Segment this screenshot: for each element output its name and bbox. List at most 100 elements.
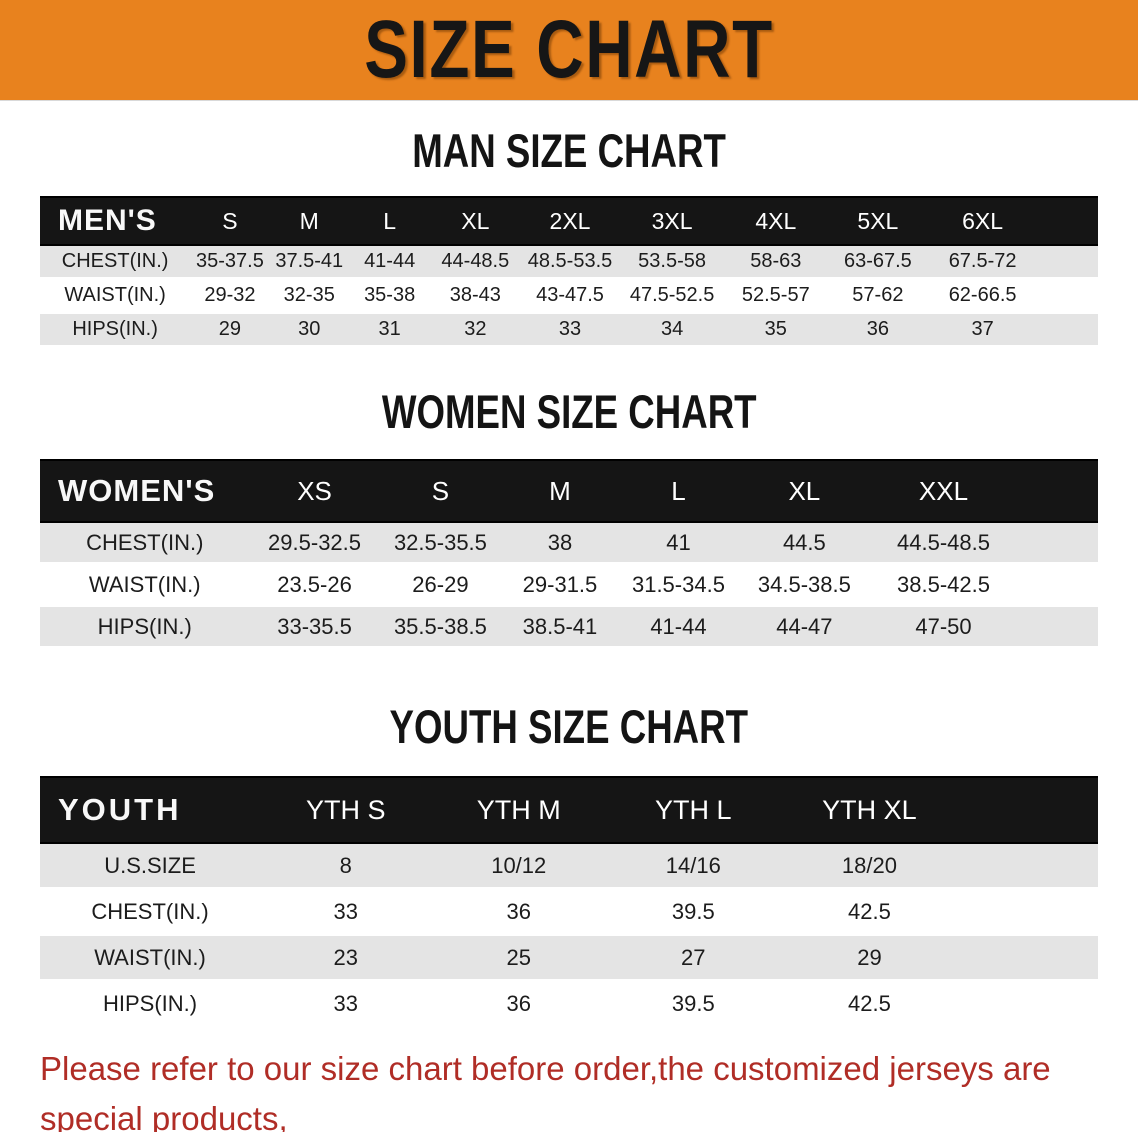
men-header-spacer	[1036, 196, 1098, 246]
youth-row-spacer	[958, 980, 1098, 1028]
youth-row-label: HIPS(IN.)	[40, 980, 261, 1028]
men-value-cell: 32	[430, 312, 521, 348]
men-value-cell: 57-62	[827, 278, 929, 314]
youth-row-label: U.S.SIZE	[40, 843, 261, 890]
youth-value-cell: 18/20	[780, 843, 959, 890]
youth-value-cell: 33	[260, 888, 432, 936]
men-size-header-8: 5XL	[827, 196, 929, 246]
women-value-cell: 35.5-38.5	[379, 605, 502, 649]
women-value-cell: 29.5-32.5	[249, 522, 380, 565]
youth-value-cell: 36	[431, 980, 607, 1028]
women-value-cell: 38.5-42.5	[870, 563, 1017, 607]
women-value-cell: 44-47	[738, 605, 871, 649]
men-size-header-5: 2XL	[520, 196, 620, 246]
youth-row-hips-in: HIPS(IN.) 33 36 39.5 42.5	[40, 980, 1098, 1028]
men-section-heading-text: MAN SIZE CHART	[412, 124, 726, 177]
men-value-cell: 41-44	[348, 245, 431, 280]
men-value-cell: 58-63	[724, 245, 828, 280]
women-value-cell: 34.5-38.5	[738, 563, 871, 607]
men-size-header-9: 6XL	[928, 196, 1037, 246]
men-value-cell: 34	[619, 312, 725, 348]
women-value-cell: 32.5-35.5	[379, 522, 502, 565]
men-row-spacer	[1036, 278, 1098, 314]
women-value-cell: 38	[501, 522, 619, 565]
women-section-heading: WOMEN SIZE CHART	[0, 348, 1138, 459]
youth-value-cell: 39.5	[606, 980, 781, 1028]
youth-value-cell: 10/12	[431, 843, 607, 890]
men-size-header-4: XL	[430, 196, 521, 246]
women-row-chest-in: CHEST(IN.) 29.5-32.5 32.5-35.5 38 41 44.5 44.5…	[40, 522, 1098, 565]
women-value-cell: 41-44	[618, 605, 739, 649]
men-value-cell: 29-32	[190, 278, 270, 314]
men-row-label: CHEST(IN.)	[40, 245, 191, 280]
men-value-cell: 44-48.5	[430, 245, 521, 280]
men-value-cell: 67.5-72	[928, 245, 1037, 280]
youth-size-table: YOUTH YTH S YTH M YTH L YTH XL U.S.SIZE 8 10/12…	[40, 776, 1098, 1028]
men-size-table: MEN'S S M L XL 2XL 3XL 4XL 5XL 6XL CHEST(IN.) 35-37…	[40, 196, 1098, 348]
men-row-spacer	[1036, 312, 1098, 348]
women-value-cell: 29-31.5	[501, 563, 619, 607]
women-row-label: HIPS(IN.)	[40, 605, 250, 649]
men-value-cell: 38-43	[430, 278, 521, 314]
women-row-label: CHEST(IN.)	[40, 522, 250, 565]
disclaimer-line-1: Please refer to our size chart before or…	[40, 1050, 1051, 1132]
men-value-cell: 63-67.5	[827, 245, 929, 280]
youth-value-cell: 36	[431, 888, 607, 936]
women-value-cell: 38.5-41	[501, 605, 619, 649]
youth-row-chest-in: CHEST(IN.) 33 36 39.5 42.5	[40, 888, 1098, 936]
men-value-cell: 33	[520, 312, 620, 348]
youth-header-label: YOUTH	[40, 776, 261, 844]
youth-row-label: CHEST(IN.)	[40, 888, 261, 936]
men-value-cell: 30	[269, 312, 349, 348]
youth-section: YOUTH SIZE CHART YOUTH YTH S YTH M YTH L YTH…	[0, 649, 1138, 1028]
youth-value-cell: 39.5	[606, 888, 781, 936]
women-size-table: WOMEN'S XS S M L XL XXL CHEST(IN.) 29.5-32.5 32.5…	[40, 459, 1098, 649]
women-header-row: WOMEN'S XS S M L XL XXL	[40, 459, 1098, 523]
women-section-heading-text: WOMEN SIZE CHART	[381, 385, 757, 438]
men-value-cell: 35-37.5	[190, 245, 270, 280]
men-value-cell: 36	[827, 312, 929, 348]
men-header-label: MEN'S	[40, 196, 191, 246]
youth-value-cell: 42.5	[780, 888, 959, 936]
youth-row-spacer	[958, 934, 1098, 982]
banner-title: SIZE CHART	[364, 4, 774, 95]
youth-header-spacer	[958, 776, 1098, 844]
women-row-label: WAIST(IN.)	[40, 563, 250, 607]
men-row-hips-in: HIPS(IN.) 29 30 31 32 33 34 35 36 37	[40, 312, 1098, 348]
men-section-heading: MAN SIZE CHART	[0, 101, 1138, 196]
women-value-cell: 23.5-26	[249, 563, 380, 607]
youth-row-waist-in: WAIST(IN.) 23 25 27 29	[40, 934, 1098, 982]
men-value-cell: 62-66.5	[928, 278, 1037, 314]
youth-value-cell: 29	[780, 934, 959, 982]
youth-header-row: YOUTH YTH S YTH M YTH L YTH XL	[40, 776, 1098, 844]
youth-size-header-1: YTH S	[260, 776, 432, 844]
men-row-chest-in: CHEST(IN.) 35-37.5 37.5-41 41-44 44-48.5 48.5…	[40, 245, 1098, 280]
youth-size-header-2: YTH M	[431, 776, 607, 844]
youth-row-label: WAIST(IN.)	[40, 934, 261, 982]
women-value-cell: 44.5-48.5	[870, 522, 1017, 565]
men-value-cell: 31	[348, 312, 431, 348]
men-row-label: WAIST(IN.)	[40, 278, 191, 314]
women-value-cell: 41	[618, 522, 739, 565]
youth-size-header-4: YTH XL	[780, 776, 959, 844]
men-value-cell: 43-47.5	[520, 278, 620, 314]
youth-value-cell: 42.5	[780, 980, 959, 1028]
men-size-header-2: M	[269, 196, 349, 246]
men-section: MAN SIZE CHART MEN'S S M L XL 2XL 3XL 4XL 5XL 6XL…	[0, 101, 1138, 348]
youth-value-cell: 23	[260, 934, 432, 982]
men-value-cell: 35-38	[348, 278, 431, 314]
men-header-row: MEN'S S M L XL 2XL 3XL 4XL 5XL 6XL	[40, 196, 1098, 246]
women-row-hips-in: HIPS(IN.) 33-35.5 35.5-38.5 38.5-41 41-44 44-…	[40, 605, 1098, 649]
men-value-cell: 52.5-57	[724, 278, 828, 314]
women-row-waist-in: WAIST(IN.) 23.5-26 26-29 29-31.5 31.5-34.5 34…	[40, 563, 1098, 607]
youth-value-cell: 33	[260, 980, 432, 1028]
youth-row-spacer	[958, 888, 1098, 936]
youth-value-cell: 14/16	[606, 843, 781, 890]
women-value-cell: 26-29	[379, 563, 502, 607]
men-row-label: HIPS(IN.)	[40, 312, 191, 348]
women-row-spacer	[1016, 522, 1098, 565]
men-value-cell: 37.5-41	[269, 245, 349, 280]
women-header-spacer	[1016, 459, 1098, 523]
youth-value-cell: 27	[606, 934, 781, 982]
